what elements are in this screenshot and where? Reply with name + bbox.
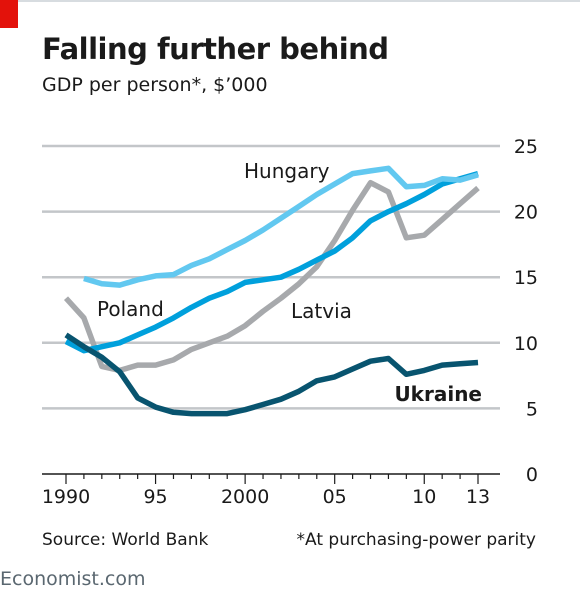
- series-line-hungary: [83, 165, 479, 288]
- x-tick-label: 10: [412, 486, 436, 508]
- series-line-latvia: [63, 179, 480, 374]
- chart-subtitle: GDP per person*, $’000: [42, 74, 268, 96]
- series-label-ukraine: Ukraine: [394, 382, 482, 406]
- y-axis-tick-labels: 0 5 10 15 20 25: [514, 136, 538, 486]
- y-tick-label: 0: [526, 464, 538, 486]
- y-tick-label: 5: [526, 398, 538, 420]
- y-tick-label: 15: [514, 267, 538, 289]
- y-tick-label: 25: [514, 136, 538, 158]
- x-tick-label: 05: [323, 486, 347, 508]
- series-labels: Latvia Poland Hungary Ukraine: [97, 159, 482, 406]
- footnote: *At purchasing-power parity: [296, 530, 537, 550]
- top-rule: [0, 0, 580, 2]
- y-tick-label: 10: [514, 333, 538, 355]
- y-tick-label: 20: [514, 202, 538, 224]
- series-label-poland: Poland: [97, 297, 164, 321]
- series-lines: [63, 165, 480, 417]
- brand-wordmark: Economist.com: [0, 568, 146, 590]
- x-tick-label: 1990: [42, 486, 90, 508]
- series-line-poland: [64, 170, 479, 354]
- x-axis: 1990 95 2000 05 10 13: [42, 474, 490, 508]
- brand-red-tag: [0, 0, 18, 28]
- chart-title: Falling further behind: [42, 32, 389, 66]
- x-tick-label: 13: [466, 486, 490, 508]
- series-line-ukraine: [64, 332, 479, 417]
- source-note: Source: World Bank: [42, 530, 209, 550]
- x-tick-label: 95: [143, 486, 167, 508]
- x-tick-label: 2000: [221, 486, 269, 508]
- series-label-latvia: Latvia: [291, 299, 352, 323]
- series-label-hungary: Hungary: [244, 159, 330, 183]
